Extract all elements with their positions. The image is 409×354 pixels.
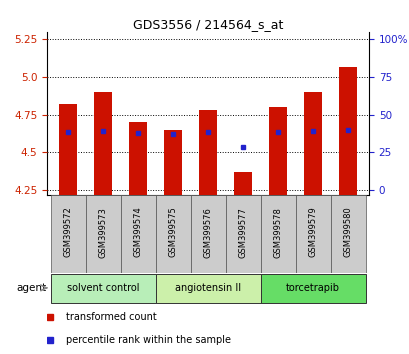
Text: transformed count: transformed count (66, 312, 157, 322)
Bar (59, 104, 77, 195)
Text: GSM399573: GSM399573 (99, 207, 107, 257)
Bar (260, 274, 364, 303)
Bar (164, 130, 182, 195)
Bar (85, 195, 120, 273)
Bar (295, 195, 330, 273)
Bar (94, 92, 112, 195)
Bar (190, 195, 225, 273)
Bar (338, 67, 356, 195)
Bar (269, 107, 286, 195)
Bar (120, 195, 155, 273)
Bar (234, 172, 251, 195)
Text: GSM399580: GSM399580 (343, 207, 352, 257)
Bar (225, 195, 260, 273)
Bar (129, 122, 146, 195)
Title: GDS3556 / 214564_s_at: GDS3556 / 214564_s_at (133, 18, 283, 31)
Text: solvent control: solvent control (67, 283, 139, 293)
Text: GSM399577: GSM399577 (238, 207, 247, 257)
Bar (199, 110, 216, 195)
Bar (260, 195, 295, 273)
Bar (303, 92, 321, 195)
Bar (51, 274, 155, 303)
Text: GSM399579: GSM399579 (308, 207, 317, 257)
Text: GSM399574: GSM399574 (133, 207, 142, 257)
Text: angiotensin II: angiotensin II (175, 283, 240, 293)
Bar (330, 195, 364, 273)
Bar (155, 274, 260, 303)
Text: torcetrapib: torcetrapib (285, 283, 339, 293)
Bar (155, 195, 190, 273)
Text: GSM399572: GSM399572 (63, 207, 72, 257)
Text: GSM399576: GSM399576 (203, 207, 212, 257)
Text: GSM399578: GSM399578 (273, 207, 282, 257)
Text: agent: agent (16, 283, 46, 293)
Bar (51, 195, 85, 273)
Text: percentile rank within the sample: percentile rank within the sample (66, 335, 231, 346)
Text: GSM399575: GSM399575 (168, 207, 177, 257)
